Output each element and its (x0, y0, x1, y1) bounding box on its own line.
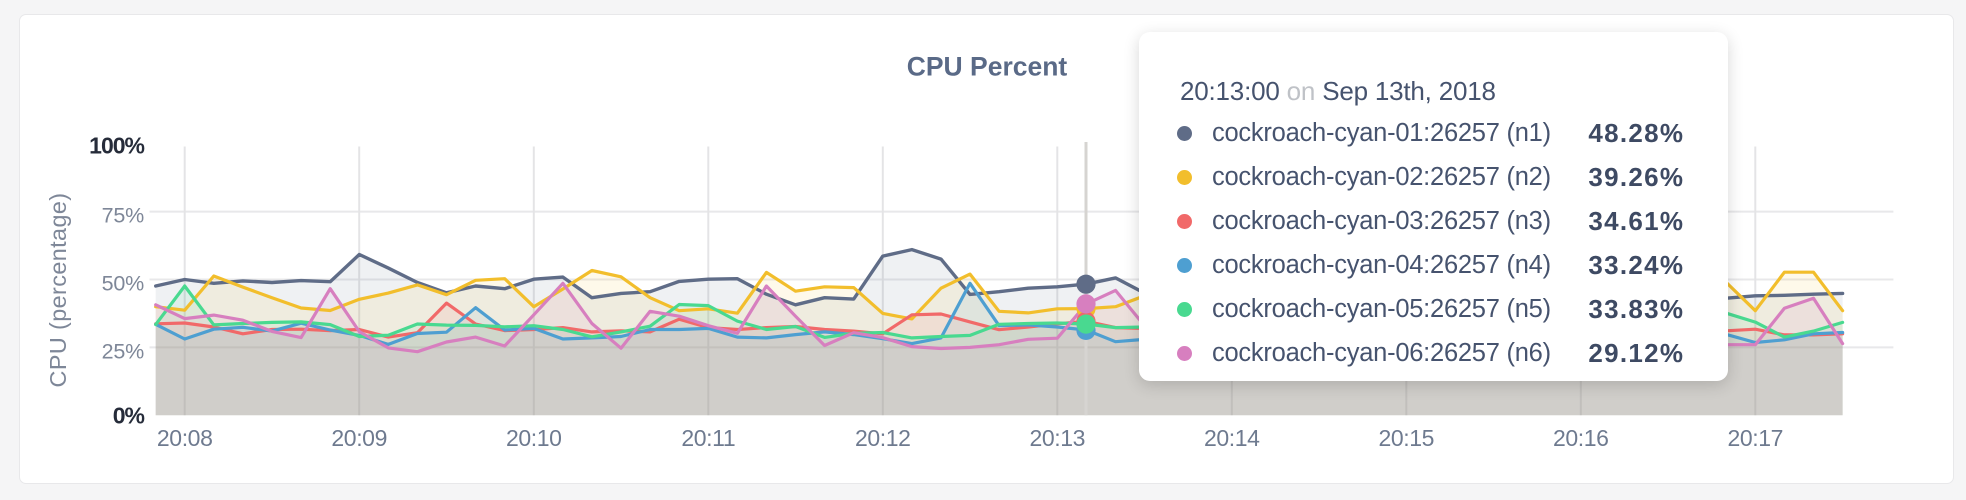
svg-text:50%: 50% (102, 272, 145, 296)
svg-text:20:09: 20:09 (331, 425, 387, 451)
svg-text:CPU Percent: CPU Percent (907, 52, 1068, 82)
svg-text:20:10: 20:10 (506, 425, 562, 451)
svg-text:20:14: 20:14 (1204, 425, 1260, 451)
svg-text:20:16: 20:16 (1553, 425, 1609, 451)
svg-text:20:08: 20:08 (157, 425, 213, 451)
svg-text:CPU (percentage): CPU (percentage) (45, 193, 71, 388)
svg-text:75%: 75% (102, 204, 145, 228)
svg-text:20:12: 20:12 (855, 425, 911, 451)
svg-text:20:15: 20:15 (1379, 425, 1435, 451)
svg-text:100%: 100% (89, 133, 144, 159)
svg-text:0%: 0% (113, 402, 145, 428)
svg-text:20:13: 20:13 (1030, 425, 1086, 451)
svg-text:25%: 25% (102, 339, 145, 363)
svg-text:20:17: 20:17 (1728, 425, 1784, 451)
svg-text:20:11: 20:11 (681, 425, 735, 451)
